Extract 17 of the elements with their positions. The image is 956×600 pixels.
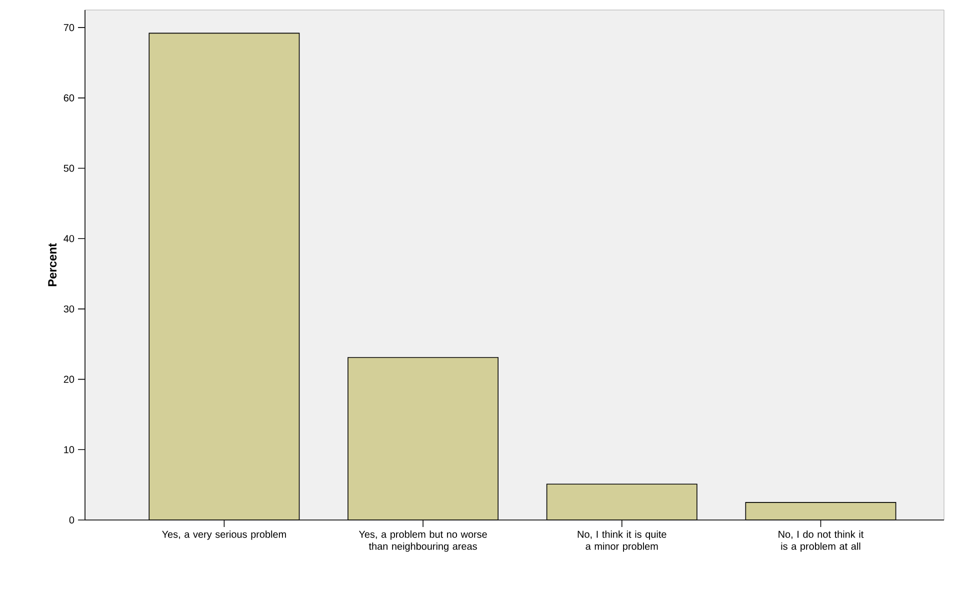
y-tick-label: 0	[69, 516, 74, 524]
bar	[348, 358, 498, 520]
y-tick-label: 40	[64, 235, 74, 242]
y-tick-label: 10	[64, 446, 74, 454]
y-tick-label: 20	[64, 376, 74, 383]
y-tick-label: 60	[64, 94, 74, 102]
x-tick-label: Yes, a very serious problem	[162, 530, 286, 540]
x-tick-label: Yes, a problem but no worse than neighbouring areas	[358, 530, 487, 552]
bar	[546, 484, 697, 520]
y-tick-label: 50	[64, 164, 74, 172]
y-tick-label: 30	[64, 305, 74, 312]
bar	[745, 502, 896, 520]
x-tick-label: No, I think it is quite a minor problem	[578, 530, 666, 552]
x-tick-label: No, I do not think it is a problem at all	[778, 530, 864, 552]
y-axis-title: Percent	[48, 243, 57, 286]
bar	[149, 33, 300, 520]
y-tick-label: 70	[64, 24, 74, 32]
